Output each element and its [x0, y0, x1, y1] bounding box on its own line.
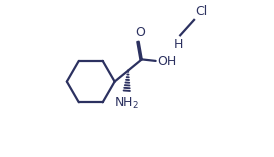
Text: H: H — [174, 38, 183, 51]
Text: NH$_2$: NH$_2$ — [114, 96, 139, 111]
Text: O: O — [136, 26, 145, 39]
Text: OH: OH — [157, 55, 176, 68]
Text: Cl: Cl — [195, 5, 207, 18]
